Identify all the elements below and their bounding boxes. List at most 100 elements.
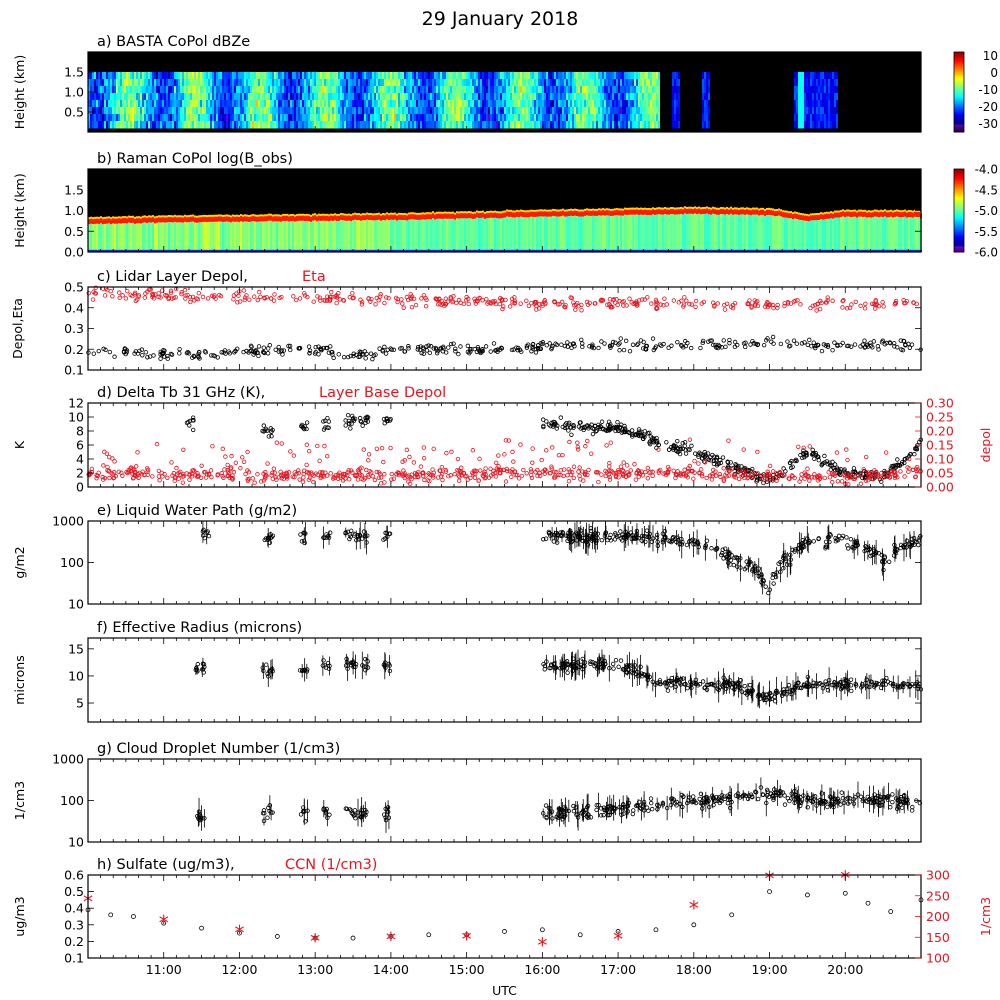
lidar-layer-edge — [158, 215, 160, 219]
lidar-column — [166, 220, 168, 250]
colorbar-cell — [954, 66, 964, 69]
lidar-column — [542, 214, 544, 250]
lidar-surface — [496, 249, 498, 252]
radar-cell — [214, 107, 216, 115]
radar-cell — [516, 121, 518, 129]
radar-cell — [636, 79, 638, 87]
lidar-layer — [474, 213, 476, 219]
lidar-layer — [184, 216, 186, 222]
radar-cell — [102, 72, 104, 80]
radar-cell — [600, 79, 602, 87]
lidar-layer-edge — [838, 210, 840, 214]
radar-cell — [176, 79, 178, 87]
series-c-depol-point — [348, 353, 353, 359]
radar-cell — [198, 100, 200, 108]
lidar-layer — [190, 216, 192, 222]
series-c-depol-point — [901, 338, 906, 344]
radar-cell — [486, 86, 488, 94]
lidar-surface — [656, 249, 658, 252]
lidar-column — [318, 218, 320, 250]
radar-cell — [360, 107, 362, 115]
lidar-column — [882, 215, 884, 250]
series-c-depol-point — [143, 350, 149, 355]
radar-cell — [142, 86, 144, 94]
radar-cell — [268, 107, 270, 115]
radar-cell — [480, 100, 482, 108]
lidar-column — [438, 216, 440, 250]
radar-cell — [222, 121, 224, 129]
series-c-depol-point — [805, 342, 811, 347]
radar-cell — [640, 79, 642, 87]
lidar-layer-edge — [718, 207, 720, 211]
lidar-layer-edge — [142, 215, 144, 219]
radar-cell — [452, 93, 454, 101]
lidar-layer-edge — [812, 213, 814, 217]
lidar-column — [564, 214, 566, 250]
radar-cell — [88, 72, 90, 80]
radar-cell — [476, 86, 478, 94]
radar-cell — [596, 72, 598, 80]
lidar-layer — [724, 209, 726, 215]
lidar-layer-edge — [700, 207, 702, 211]
radar-cell — [328, 93, 330, 101]
lidar-column — [884, 214, 886, 250]
lidar-column — [188, 220, 190, 250]
lidar-column — [162, 220, 164, 250]
radar-cell — [832, 100, 834, 108]
lidar-column — [664, 211, 666, 250]
radar-cell — [190, 93, 192, 101]
radar-cell — [594, 79, 596, 87]
radar-cell — [118, 93, 120, 101]
lidar-layer — [788, 213, 790, 219]
series-c-depol-point — [689, 345, 694, 351]
lidar-layer-edge — [598, 208, 600, 212]
radar-cell — [574, 100, 576, 108]
radar-cell — [190, 121, 192, 129]
lidar-layer — [148, 217, 150, 223]
radar-cell — [230, 107, 232, 115]
radar-cell — [98, 79, 100, 87]
lidar-column — [210, 219, 212, 250]
radar-cell — [110, 121, 112, 129]
lidar-column — [392, 217, 394, 250]
lidar-layer — [802, 215, 804, 221]
radar-cell — [828, 86, 830, 94]
lidar-surface — [584, 249, 586, 252]
radar-cell — [494, 107, 496, 115]
radar-cell — [400, 86, 402, 94]
radar-cell — [544, 121, 546, 129]
lidar-layer — [298, 215, 300, 221]
lidar-layer — [130, 217, 132, 223]
lidar-layer-edge — [308, 214, 310, 218]
lidar-column — [292, 218, 294, 250]
radar-cell — [320, 86, 322, 94]
radar-cell — [430, 107, 432, 115]
radar-cell — [222, 79, 224, 87]
lidar-layer-edge — [916, 210, 918, 214]
lidar-surface — [720, 249, 722, 252]
radar-cell — [152, 79, 154, 87]
lidar-layer-edge — [522, 210, 524, 214]
series-c-depol-point — [427, 350, 433, 356]
radar-cell — [674, 100, 676, 108]
lidar-layer — [346, 215, 348, 221]
radar-cell — [490, 93, 492, 101]
radar-cell — [538, 93, 540, 101]
radar-cell — [388, 100, 390, 108]
radar-cell — [572, 114, 574, 122]
lidar-layer-edge — [194, 215, 196, 219]
lidar-layer-edge — [748, 207, 750, 211]
lidar-layer-edge — [454, 212, 456, 216]
lidar-column — [114, 221, 116, 250]
radar-cell — [318, 86, 320, 94]
radar-cell — [240, 86, 242, 94]
colorbar-cell — [954, 74, 964, 77]
radar-cell — [492, 107, 494, 115]
radar-cell — [476, 100, 478, 108]
radar-cell — [292, 86, 294, 94]
lidar-surface — [242, 249, 244, 252]
radar-cell — [314, 107, 316, 115]
radar-cell — [160, 107, 162, 115]
lidar-surface — [138, 249, 140, 252]
series-c-depol-point — [533, 350, 539, 355]
